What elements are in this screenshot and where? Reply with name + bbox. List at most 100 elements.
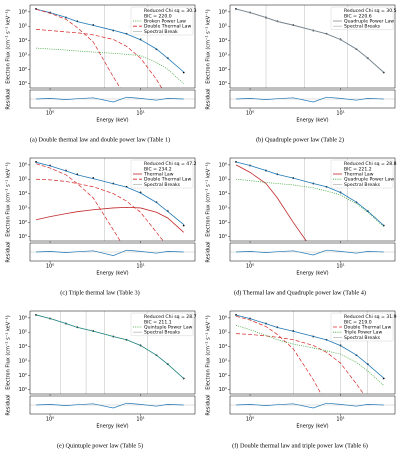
legend-label: Thermal Law (343, 172, 374, 178)
x-axis-label: Energy (keV) (296, 271, 328, 277)
legend-stat: Reduced Chi sq = 28.8 (344, 161, 397, 167)
residual-line (236, 96, 384, 103)
residual-label: Residual (206, 241, 212, 262)
residual-frame (229, 242, 396, 262)
model-line (235, 164, 307, 241)
model-line (36, 178, 164, 241)
plot-frame (229, 4, 396, 89)
y-tick-label: 10⁵ (219, 330, 227, 336)
caption: (d) Thermal law and Quadruple power law … (234, 289, 366, 296)
legend-stat: BIC = 220.6 (344, 13, 372, 19)
legend-label: Thermal Law (143, 172, 174, 178)
residual-label: Residual (6, 241, 12, 262)
y-tick-label: 10⁵ (19, 330, 27, 336)
y-tick-label: 10¹ (219, 234, 227, 240)
x-tick-label: 10¹ (336, 264, 344, 270)
y-tick-label: 10¹ (19, 81, 27, 87)
legend-label: Broken Power Law (144, 19, 186, 25)
x-tick-label: 10¹ (336, 417, 344, 423)
model-line (35, 163, 121, 241)
legend-stat: BIC = 221.2 (344, 166, 372, 172)
model-line (236, 333, 365, 394)
legend-label: Spectral Breaks (344, 335, 381, 341)
plot-area (235, 314, 385, 394)
legend-stat: Reduced Chi sq = 28.7 (144, 314, 197, 320)
x-tick-label: 10⁰ (246, 111, 254, 117)
y-tick-label: 10² (19, 220, 27, 226)
x-tick-label: 10¹ (136, 111, 144, 117)
y-tick-label: 10⁶ (19, 9, 27, 15)
plot-frame (29, 310, 196, 395)
model-line (35, 206, 184, 233)
y-axis-label: Electron Flux (cm⁻² s⁻¹ keV⁻¹) (6, 162, 12, 237)
legend-stat: Reduced Chi sq = 31.9 (344, 314, 397, 320)
y-axis-label: Electron Flux (cm⁻² s⁻¹ keV⁻¹) (206, 162, 212, 237)
y-tick-label: 10³ (219, 52, 227, 58)
panel: 10¹ 10² 10³ 10⁴ 10⁵ 10⁶ 10⁰ 10¹ Electron Flux (c… (6, 4, 197, 143)
legend-stat: BIC = 219.0 (344, 319, 372, 325)
y-tick-label: 10⁶ (219, 315, 227, 321)
legend-stat: Reduced Chi sq = 30.3 (144, 8, 197, 14)
residual-line (236, 249, 384, 256)
panel: 10¹ 10² 10³ 10⁴ 10⁵ 10⁶ 10⁰ 10¹ Electron Flux (c… (206, 310, 397, 449)
y-tick-label: 10⁴ (19, 38, 27, 44)
y-tick-label: 10⁴ (219, 344, 227, 350)
residual-frame (229, 89, 396, 109)
x-tick-label: 10¹ (336, 111, 344, 117)
legend-box (330, 159, 394, 189)
plot-frame (29, 157, 196, 242)
legend-stat: Reduced Chi sq = 47.2 (144, 161, 197, 167)
model-line (235, 161, 384, 226)
legend-label: Spectral Breaks (344, 24, 381, 30)
legend-label: Double Thermal Law (144, 24, 191, 30)
y-tick-label: 10¹ (219, 81, 227, 87)
y-tick-label: 10⁵ (219, 177, 227, 183)
model-line (36, 47, 184, 84)
legend-box (130, 6, 194, 36)
legend-label: Quadruple Power Law (344, 177, 394, 183)
y-tick-label: 10⁴ (19, 191, 27, 197)
y-tick-label: 10³ (19, 52, 27, 58)
residual-frame (29, 89, 196, 109)
legend-box (130, 159, 194, 189)
plot-area (35, 314, 185, 380)
y-tick-label: 10¹ (19, 387, 27, 393)
y-tick-label: 10² (19, 67, 27, 73)
y-tick-label: 10⁶ (19, 162, 27, 168)
y-tick-label: 10⁶ (219, 9, 227, 15)
residual-label: Residual (6, 394, 12, 415)
model-line (36, 29, 163, 88)
y-axis-label: Electron Flux (cm⁻² s⁻¹ keV⁻¹) (206, 9, 212, 84)
y-tick-label: 10² (219, 373, 227, 379)
legend-label: Double Thermal Law (344, 325, 391, 331)
plot-area (235, 8, 385, 74)
caption: (a) Double thermal law and double power … (30, 136, 170, 143)
legend-stat: BIC = 220.0 (144, 13, 172, 19)
legend-label: Quintuple Power Law (144, 325, 193, 331)
residual-frame (29, 395, 196, 415)
legend-box (330, 6, 394, 30)
data-point (182, 224, 185, 227)
model-line (35, 314, 184, 379)
y-tick-label: 10³ (219, 205, 227, 211)
y-tick-label: 10² (219, 220, 227, 226)
model-line (35, 161, 184, 225)
x-axis-label: Energy (keV) (296, 424, 328, 430)
residual-label: Residual (6, 88, 12, 109)
plot-frame (29, 4, 196, 89)
y-tick-label: 10⁶ (19, 315, 27, 321)
legend-label: Triple Power Law (343, 330, 382, 336)
x-axis-label: Energy (keV) (96, 118, 128, 124)
model-line (35, 8, 121, 88)
legend-label: Spectral Breaks (144, 182, 181, 188)
model-line (236, 178, 384, 227)
residual-frame (229, 395, 396, 415)
y-tick-label: 10⁴ (19, 344, 27, 350)
residual-area (30, 249, 195, 256)
model-line (235, 314, 384, 379)
panel: 10¹ 10² 10³ 10⁴ 10⁵ 10⁶ 10⁰ 10¹ Electron Flux (c… (206, 4, 397, 143)
breaks (60, 311, 148, 394)
residual-area (230, 96, 395, 103)
